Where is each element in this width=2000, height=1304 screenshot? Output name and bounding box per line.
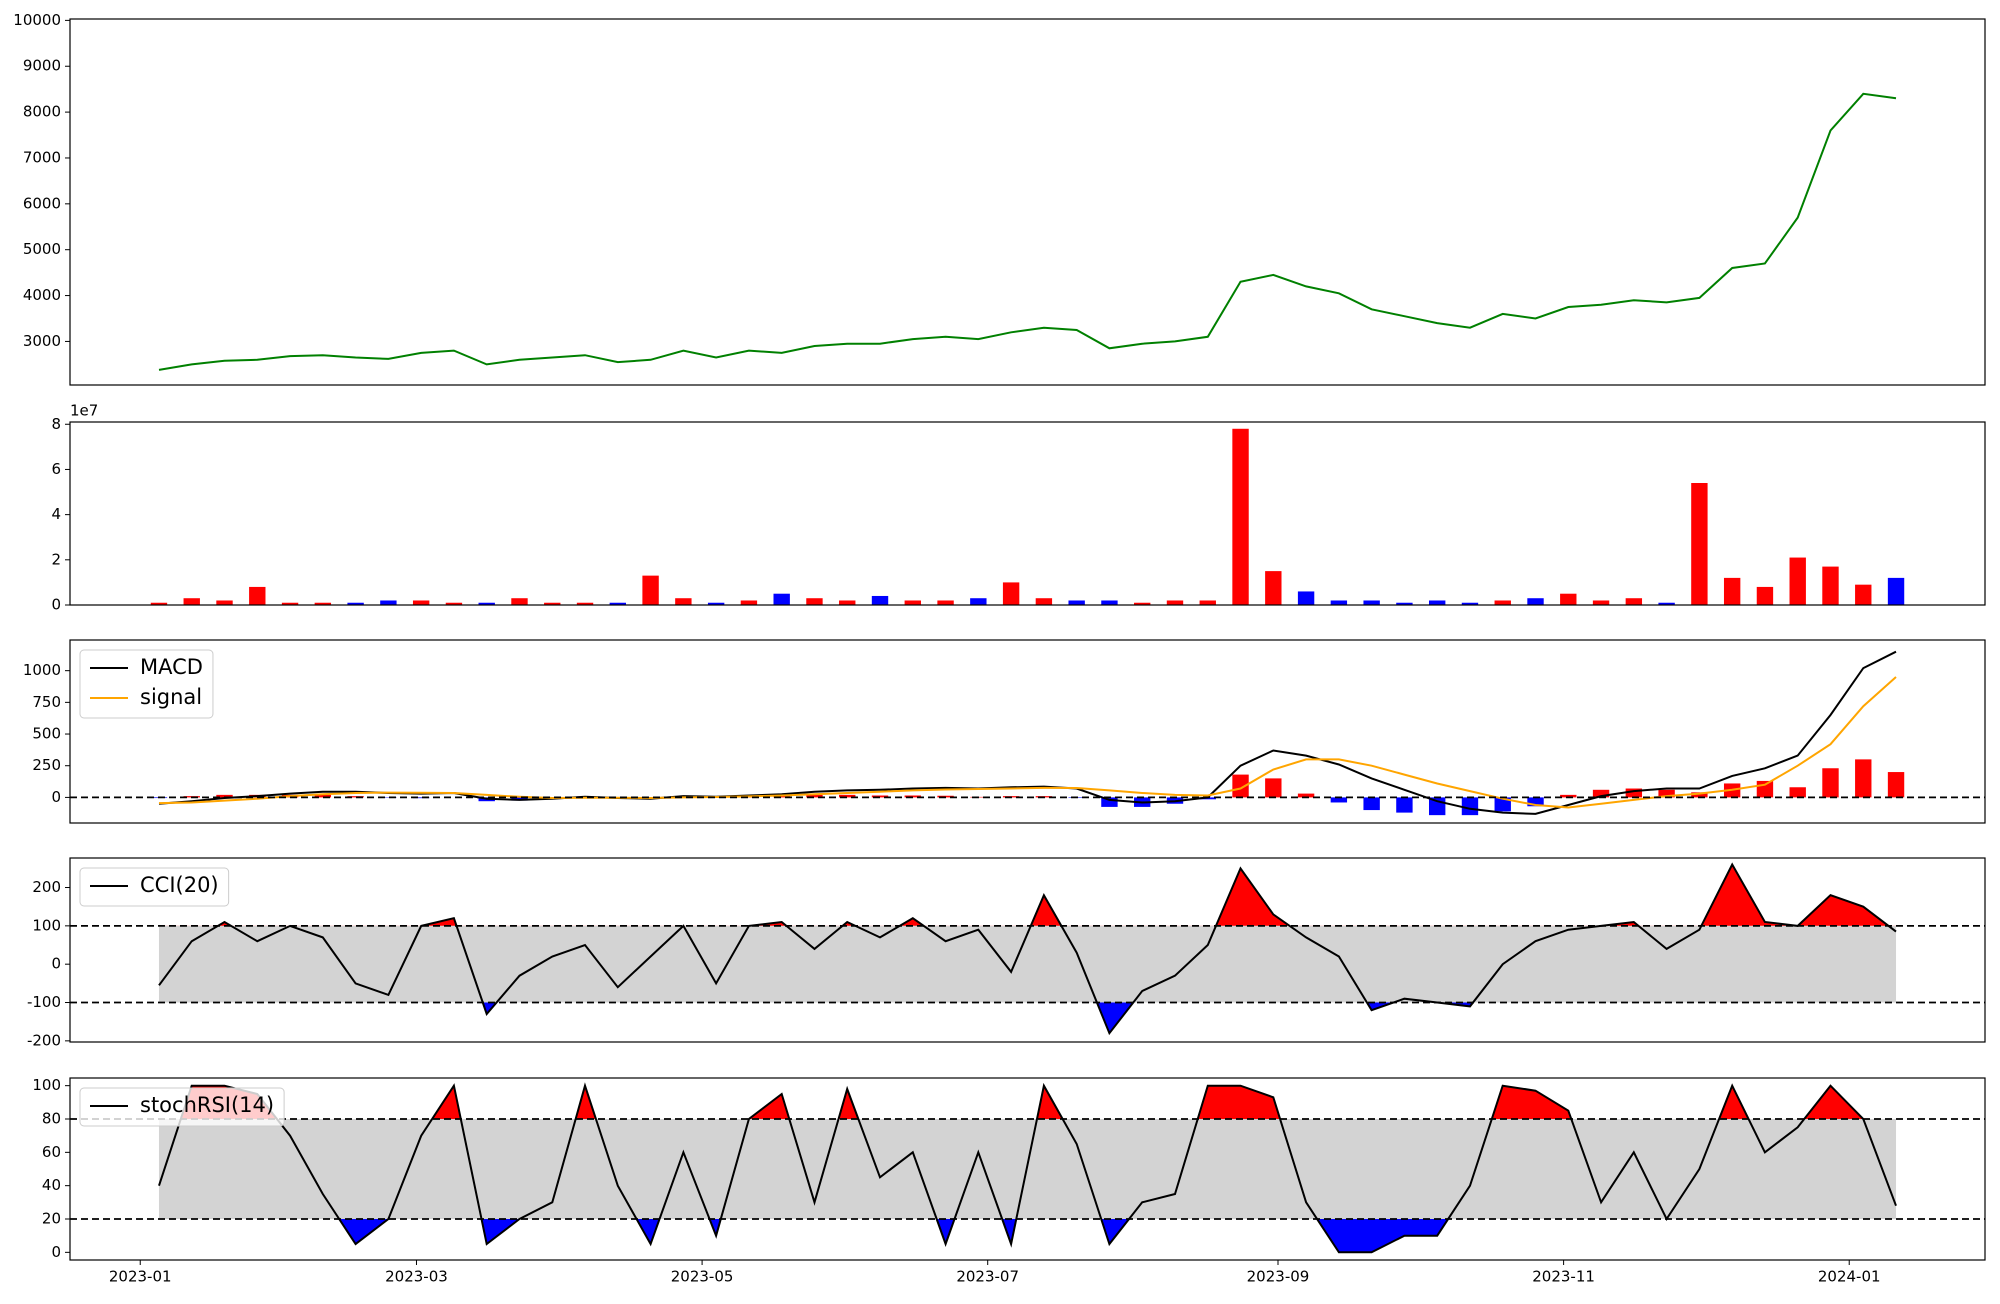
legend-label: signal — [140, 685, 202, 709]
bar — [1822, 567, 1838, 605]
y-tick-label: 8000 — [23, 103, 61, 121]
bar — [806, 598, 822, 605]
bar — [1036, 598, 1052, 605]
bar — [1429, 600, 1445, 605]
y-tick-label: 5000 — [23, 240, 61, 258]
bar — [675, 598, 691, 605]
y-tick-label: 250 — [32, 756, 61, 774]
y-tick-label: 40 — [42, 1176, 61, 1194]
bar — [1167, 600, 1183, 605]
bar — [1298, 591, 1314, 605]
bar — [413, 600, 429, 605]
y-tick-label: 80 — [42, 1110, 61, 1128]
y-tick-label: -200 — [27, 1031, 61, 1049]
bar — [1757, 781, 1773, 797]
bar — [1363, 797, 1379, 810]
bar — [1331, 600, 1347, 605]
x-tick-label: 2023-07 — [956, 1268, 1019, 1286]
bar — [1822, 768, 1838, 797]
bar — [937, 600, 953, 605]
bar — [1003, 582, 1019, 605]
bar — [970, 598, 986, 605]
bar — [1068, 600, 1084, 605]
y-tick-label: 0 — [51, 1243, 61, 1261]
y-tick-label: 1000 — [23, 661, 61, 679]
bar — [1626, 598, 1642, 605]
y-tick-label: 3000 — [23, 332, 61, 350]
bar — [773, 594, 789, 605]
legend: CCI(20) — [80, 868, 229, 906]
bar — [1232, 429, 1248, 605]
bar — [1560, 594, 1576, 605]
bar — [1495, 600, 1511, 605]
bar — [1593, 600, 1609, 605]
y-tick-label: 6000 — [23, 194, 61, 212]
bar — [1101, 600, 1117, 605]
bar — [741, 600, 757, 605]
legend: stochRSI(14) — [80, 1088, 284, 1126]
bar — [1790, 558, 1806, 605]
y-tick-label: 0 — [51, 955, 61, 973]
y-tick-label: 6 — [51, 460, 61, 478]
y-tick-label: 100 — [32, 1076, 61, 1094]
bar — [1888, 578, 1904, 605]
bar — [1396, 797, 1412, 812]
y-tick-label: 7000 — [23, 148, 61, 166]
y-tick-label: 0 — [51, 596, 61, 614]
y-tick-label: -100 — [27, 993, 61, 1011]
bar — [1527, 598, 1543, 605]
x-tick-label: 2023-03 — [385, 1268, 448, 1286]
y-tick-label: 9000 — [23, 57, 61, 75]
x-tick-label: 2023-01 — [109, 1268, 172, 1286]
y-tick-label: 20 — [42, 1210, 61, 1228]
y-tick-label: 10000 — [13, 11, 61, 29]
bar — [249, 587, 265, 605]
bar — [1462, 797, 1478, 815]
x-tick-label: 2023-05 — [671, 1268, 734, 1286]
bar — [1363, 600, 1379, 605]
bar — [1855, 585, 1871, 605]
bar — [1790, 787, 1806, 797]
bar — [1888, 772, 1904, 797]
y-tick-label: 4000 — [23, 286, 61, 304]
legend: MACD signal — [80, 650, 213, 718]
bar — [872, 596, 888, 605]
bar — [1200, 600, 1216, 605]
bar — [1855, 759, 1871, 797]
y-tick-label: 8 — [51, 415, 61, 433]
legend-label: stochRSI(14) — [140, 1093, 274, 1117]
y-tick-label: 4 — [51, 505, 61, 523]
bar — [216, 600, 232, 605]
x-tick-label: 2023-09 — [1247, 1268, 1310, 1286]
bar — [511, 598, 527, 605]
x-tick-label: 2023-11 — [1532, 1268, 1595, 1286]
y-tick-label: 60 — [42, 1143, 61, 1161]
bar — [1691, 483, 1707, 605]
neutral-band — [159, 926, 1896, 1003]
y-tick-label: 100 — [32, 916, 61, 934]
x-tick-label: 2024-01 — [1818, 1268, 1881, 1286]
bar — [1265, 571, 1281, 605]
legend-label: CCI(20) — [140, 873, 219, 897]
bar — [1265, 778, 1281, 797]
bar — [839, 600, 855, 605]
bar — [1757, 587, 1773, 605]
bar — [380, 600, 396, 605]
bar — [905, 600, 921, 605]
bar — [1724, 578, 1740, 605]
legend-label: MACD — [140, 655, 203, 679]
y-tick-label: 200 — [32, 878, 61, 896]
y-tick-label: 750 — [32, 693, 61, 711]
y-tick-label: 2 — [51, 550, 61, 568]
y-tick-label: 0 — [51, 788, 61, 806]
bar — [184, 598, 200, 605]
bar — [642, 576, 658, 605]
y-tick-label: 500 — [32, 725, 61, 743]
axis-offset-label: 1e7 — [70, 402, 98, 420]
